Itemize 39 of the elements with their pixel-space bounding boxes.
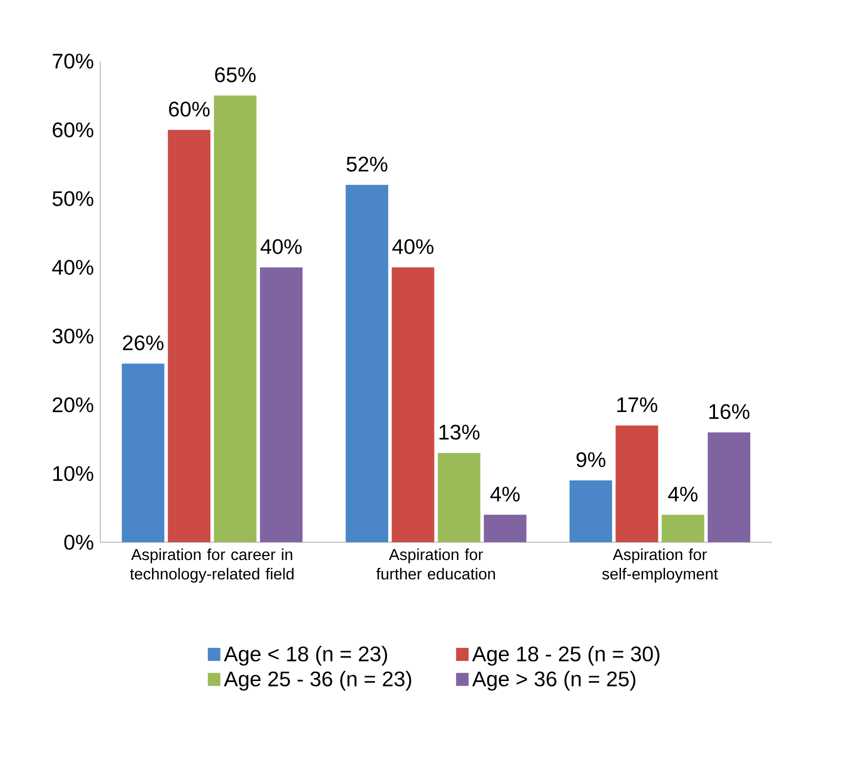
- data-label: 40%: [392, 239, 434, 254]
- y-tick-label: 20%: [52, 397, 94, 412]
- bar: [214, 96, 256, 542]
- data-label: 26%: [122, 335, 164, 350]
- bar: [346, 184, 388, 542]
- y-tick-label: 10%: [53, 466, 94, 482]
- data-label: 60%: [169, 102, 210, 117]
- data-label: 52%: [346, 156, 388, 172]
- data-label: 9%: [576, 452, 606, 468]
- data-label: 16%: [709, 404, 750, 420]
- y-tick-label: 60%: [52, 122, 94, 138]
- bar: [168, 130, 210, 542]
- y-tick-label: 30%: [52, 328, 94, 344]
- data-label: 17%: [617, 397, 658, 412]
- legend-label: Age 18 - 25 (n = 30): [472, 646, 660, 666]
- legend-label: Age < 18 (n = 23): [224, 646, 388, 666]
- data-label: 4%: [668, 486, 698, 502]
- x-tick-label: Aspiration for self-employment: [602, 548, 718, 583]
- bar: [260, 267, 303, 542]
- bar: [616, 426, 658, 542]
- data-label: 40%: [260, 239, 302, 254]
- bar: [392, 267, 434, 542]
- bar: [122, 364, 164, 542]
- y-tick-label: 70%: [52, 54, 94, 69]
- bar: [708, 432, 750, 542]
- bar: [438, 453, 480, 542]
- legend-label: Age > 36 (n = 25): [472, 671, 636, 691]
- bar: [484, 514, 526, 542]
- bar: [570, 480, 612, 542]
- y-tick-label: 0%: [64, 534, 94, 550]
- data-label: 65%: [215, 67, 256, 82]
- y-tick-label: 50%: [52, 191, 94, 206]
- y-tick-label: 40%: [52, 260, 94, 275]
- bar: [662, 514, 704, 542]
- legend-label: Age 25 - 36 (n = 23): [224, 671, 412, 691]
- x-tick-label: Aspiration for further education: [376, 548, 495, 580]
- x-tick-label: Aspiration for career in technology-related field: [130, 548, 294, 583]
- data-label: 4%: [490, 486, 520, 502]
- data-label: 13%: [440, 424, 480, 440]
